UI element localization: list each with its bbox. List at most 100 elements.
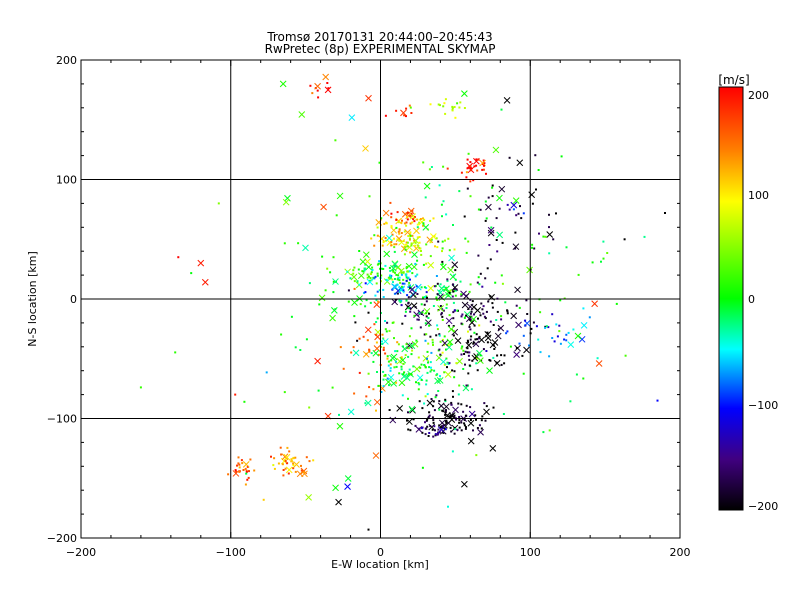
data-point: [377, 300, 379, 303]
data-point-cross: [392, 283, 399, 291]
data-point-cross: [385, 234, 393, 242]
data-point: [413, 314, 416, 317]
data-point-cross: [477, 357, 484, 365]
data-point: [402, 289, 405, 292]
data-point: [409, 310, 412, 313]
data-point: [558, 330, 561, 333]
data-point: [420, 250, 422, 252]
data-point: [376, 272, 379, 275]
data-point: [430, 369, 433, 371]
data-point: [472, 429, 474, 432]
data-point: [302, 471, 305, 474]
data-point: [405, 299, 408, 302]
data-point: [384, 374, 387, 377]
data-point: [387, 360, 390, 363]
data-point: [382, 346, 385, 349]
data-point: [453, 376, 456, 379]
data-point: [537, 338, 540, 341]
data-point: [335, 214, 338, 217]
data-point: [423, 402, 426, 405]
data-point: [464, 363, 466, 366]
data-point: [177, 256, 180, 259]
data-point: [460, 322, 463, 325]
data-point: [405, 273, 408, 276]
data-point: [418, 312, 421, 315]
data-point: [459, 280, 462, 283]
data-point: [424, 433, 427, 436]
data-point: [469, 338, 472, 341]
data-point: [482, 305, 485, 308]
data-point: [469, 298, 472, 301]
data-point: [391, 278, 394, 281]
data-point: [482, 348, 485, 351]
data-point-cross: [461, 480, 468, 488]
data-point: [441, 424, 444, 427]
data-point: [445, 357, 448, 360]
data-point: [405, 241, 408, 244]
data-point: [390, 274, 393, 277]
data-point: [547, 326, 550, 329]
data-point-cross: [408, 405, 416, 413]
data-point-cross: [344, 475, 352, 482]
data-point: [375, 341, 378, 344]
data-point: [467, 330, 469, 333]
data-point-cross: [437, 402, 445, 410]
data-point: [426, 296, 428, 299]
data-point: [438, 408, 441, 411]
data-point: [364, 305, 367, 308]
data-point-cross: [374, 333, 381, 341]
data-point: [467, 166, 470, 169]
data-point: [480, 427, 483, 430]
data-point: [431, 416, 434, 419]
data-point: [373, 234, 376, 237]
data-point: [386, 357, 389, 360]
data-point: [384, 239, 387, 242]
data-point: [436, 246, 439, 249]
data-point: [446, 361, 449, 364]
data-point: [490, 226, 493, 229]
data-point: [174, 351, 177, 354]
data-point: [300, 464, 302, 467]
data-point: [421, 407, 424, 410]
data-point: [542, 235, 545, 238]
data-point: [406, 294, 409, 297]
data-point: [522, 334, 525, 337]
data-point-cross: [364, 326, 372, 334]
data-point: [460, 353, 463, 356]
data-point: [569, 400, 572, 403]
data-point: [389, 201, 392, 204]
data-point: [471, 300, 474, 303]
data-point-cross: [447, 325, 455, 333]
data-point: [482, 159, 485, 162]
data-point: [500, 354, 503, 357]
data-point: [402, 240, 405, 242]
data-point: [624, 354, 627, 357]
data-point: [449, 289, 452, 292]
data-point: [478, 424, 481, 427]
data-point: [488, 359, 491, 361]
data-point: [367, 372, 370, 375]
data-point: [377, 353, 380, 356]
data-point: [317, 389, 320, 392]
data-point: [384, 237, 387, 239]
data-point: [373, 277, 376, 280]
data-point-cross: [330, 307, 338, 314]
data-point: [139, 386, 142, 389]
data-point: [466, 158, 469, 161]
data-point: [465, 171, 468, 174]
data-point: [462, 410, 465, 413]
data-point: [453, 427, 456, 429]
data-point: [479, 314, 482, 317]
data-point: [508, 208, 511, 211]
data-point-cross: [281, 453, 289, 461]
data-point: [429, 361, 432, 364]
data-point: [241, 462, 244, 465]
data-point-cross: [332, 278, 339, 285]
data-point-cross: [404, 228, 411, 236]
data-point: [406, 419, 408, 422]
data-point: [483, 402, 486, 405]
data-point-cross: [350, 273, 358, 281]
data-point: [265, 371, 268, 374]
data-point: [470, 388, 473, 391]
data-point-cross: [302, 244, 309, 252]
